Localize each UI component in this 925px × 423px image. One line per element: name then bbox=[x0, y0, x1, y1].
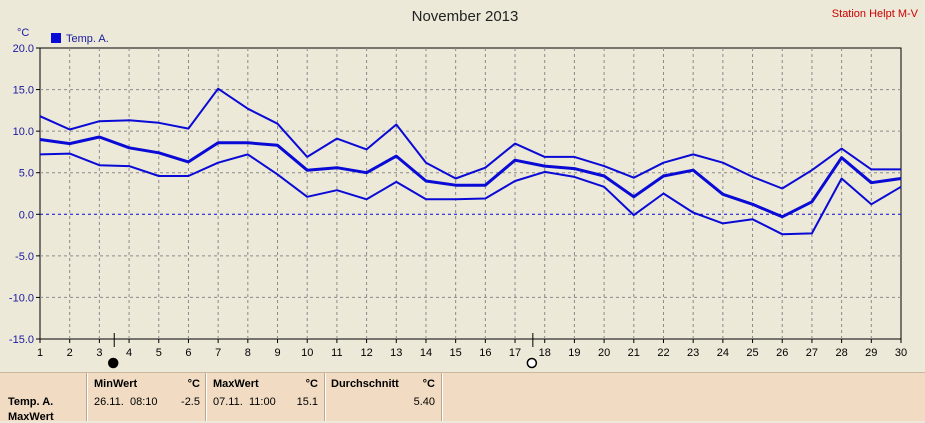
series-lines bbox=[39, 87, 902, 236]
x-tick-label: 17 bbox=[509, 347, 521, 359]
x-tick-label: 24 bbox=[717, 347, 729, 359]
x-tick-label: 30 bbox=[895, 347, 907, 359]
x-tick-label: 15 bbox=[450, 347, 462, 359]
min-unit: °C bbox=[187, 378, 200, 390]
plot-area bbox=[39, 47, 902, 340]
x-tick-label: 22 bbox=[657, 347, 669, 359]
statistics-panel: Temp. A. MaxWert MinWert °C 26.11. 08:10… bbox=[0, 372, 925, 423]
x-tick-label: 14 bbox=[420, 347, 432, 359]
max-unit: °C bbox=[305, 378, 318, 390]
x-tick-label: 29 bbox=[865, 347, 877, 359]
x-tick-label: 2 bbox=[67, 347, 73, 359]
y-tick-label: 15.0 bbox=[13, 85, 34, 97]
stats-row-label: Temp. A. MaxWert bbox=[0, 373, 86, 423]
series-name: Temp. A. bbox=[8, 396, 54, 408]
avg-header: Durchschnitt bbox=[331, 378, 399, 390]
x-tick-label: 20 bbox=[598, 347, 610, 359]
y-tick-label: 0.0 bbox=[19, 209, 34, 221]
x-tick-label: 6 bbox=[185, 347, 191, 359]
max-marker-icon bbox=[526, 357, 538, 369]
max-value: 15.1 bbox=[296, 396, 318, 408]
temperature-chart: November 2013 Station Helpt M-V °C Temp.… bbox=[9, 8, 919, 369]
y-axis-unit: °C bbox=[17, 27, 29, 39]
y-tick-labels: 20.0 15.0 10.0 5.0 0.0 -5.0 -10.0 -15.0 bbox=[9, 43, 40, 346]
y-tick-label: 5.0 bbox=[19, 168, 34, 180]
x-tick-label: 18 bbox=[539, 347, 551, 359]
x-tick-label: 23 bbox=[687, 347, 699, 359]
max-header: MaxWert bbox=[213, 378, 259, 390]
x-tick-label: 26 bbox=[776, 347, 788, 359]
y-tick-label: -10.0 bbox=[9, 292, 34, 304]
x-tick-labels: 1 2 3 4 5 6 7 8 9 10 11 12 13 14 15 16 17 18 19 20 21 22 23 24 2… bbox=[37, 339, 907, 359]
avg-value: 5.40 bbox=[413, 396, 435, 408]
min-header: MinWert bbox=[94, 378, 138, 390]
x-tick-label: 27 bbox=[806, 347, 818, 359]
x-tick-label: 7 bbox=[215, 347, 221, 359]
min-time: 08:10 bbox=[130, 396, 158, 408]
average-value-cell: Durchschnitt °C 5.40 bbox=[326, 373, 441, 421]
markers bbox=[107, 333, 538, 369]
legend-label: Temp. A. bbox=[66, 33, 109, 45]
x-tick-label: 28 bbox=[835, 347, 847, 359]
min-value: -2.5 bbox=[181, 396, 200, 408]
x-tick-label: 4 bbox=[126, 347, 132, 359]
x-tick-label: 12 bbox=[360, 347, 372, 359]
legend-swatch bbox=[51, 33, 61, 43]
chart-title: November 2013 bbox=[412, 8, 519, 25]
station-label: Station Helpt M-V bbox=[832, 8, 919, 20]
series-line-mean bbox=[39, 135, 902, 219]
x-tick-label: 13 bbox=[390, 347, 402, 359]
x-tick-label: 5 bbox=[156, 347, 162, 359]
series-line-min bbox=[39, 152, 902, 236]
x-tick-label: 9 bbox=[274, 347, 280, 359]
max-time: 11:00 bbox=[249, 396, 276, 408]
x-tick-label: 1 bbox=[37, 347, 43, 359]
y-tick-label: -5.0 bbox=[15, 251, 34, 263]
series-line-max bbox=[39, 87, 901, 190]
x-tick-label: 11 bbox=[331, 347, 342, 359]
min-date: 26.11. bbox=[94, 396, 124, 408]
x-tick-label: 21 bbox=[628, 347, 640, 359]
min-marker-icon bbox=[107, 357, 119, 369]
x-tick-label: 25 bbox=[746, 347, 758, 359]
x-tick-label: 3 bbox=[96, 347, 102, 359]
x-tick-label: 16 bbox=[479, 347, 491, 359]
min-value-cell: MinWert °C 26.11. 08:10 -2.5 bbox=[88, 373, 206, 421]
x-tick-label: 10 bbox=[301, 347, 313, 359]
avg-unit: °C bbox=[422, 378, 435, 390]
y-tick-label: -15.0 bbox=[9, 334, 34, 346]
max-value-cell: MaxWert °C 07.11. 11:00 15.1 bbox=[207, 373, 324, 421]
max-date: 07.11. bbox=[213, 396, 243, 408]
x-tick-label: 8 bbox=[245, 347, 251, 359]
grid-lines bbox=[40, 48, 901, 339]
y-tick-label: 20.0 bbox=[13, 43, 34, 55]
row-caption: MaxWert bbox=[8, 411, 54, 423]
y-tick-label: 10.0 bbox=[13, 126, 34, 138]
x-tick-label: 19 bbox=[568, 347, 580, 359]
